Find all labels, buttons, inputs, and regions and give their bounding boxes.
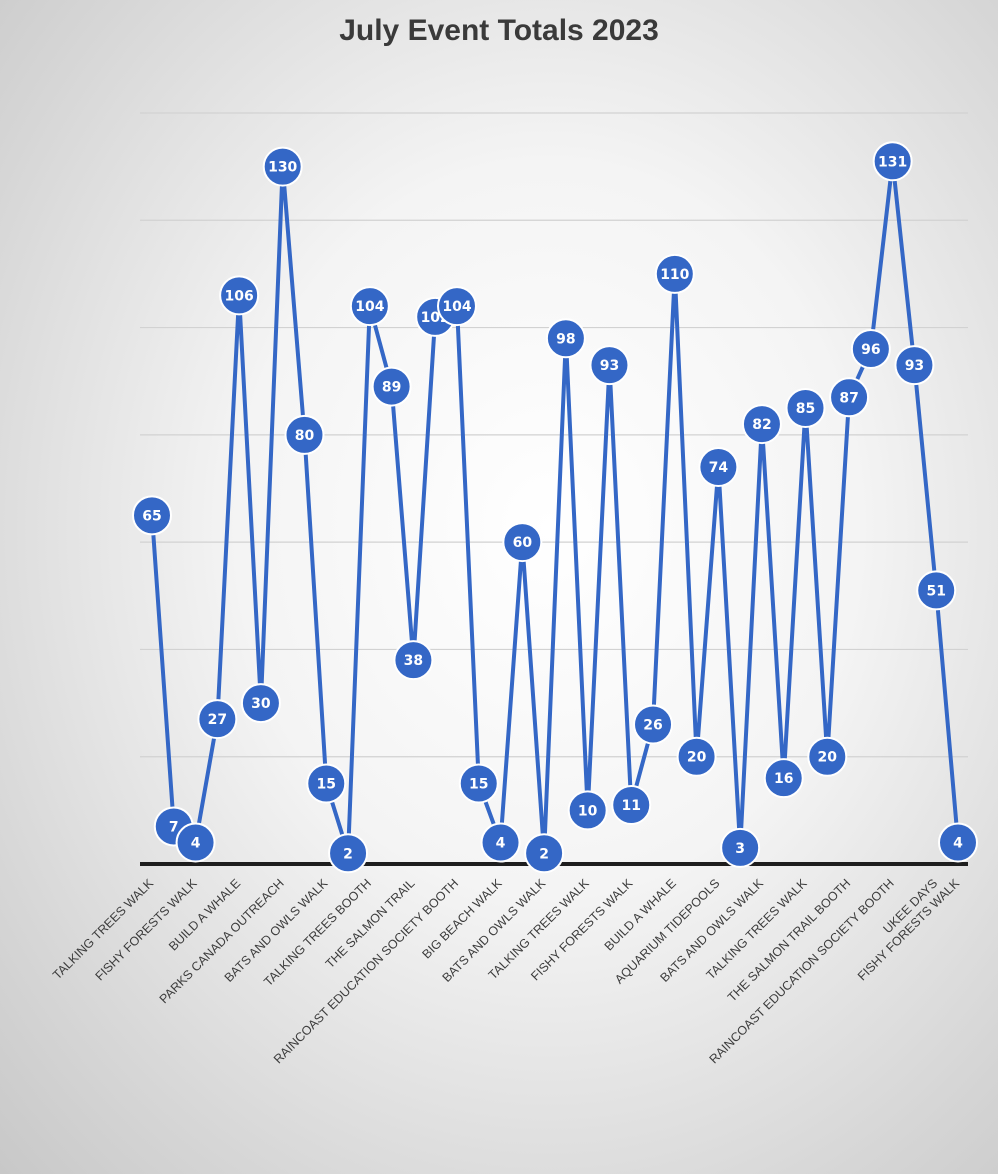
data-label: 2 — [539, 846, 549, 862]
data-label: 11 — [622, 798, 641, 814]
data-point — [785, 388, 826, 429]
data-point — [807, 736, 848, 777]
data-label: 26 — [643, 718, 662, 734]
chart-title: July Event Totals 2023 — [339, 14, 659, 47]
data-label: 20 — [818, 750, 838, 766]
data-point — [545, 318, 586, 359]
data-label: 15 — [317, 777, 336, 793]
data-label: 98 — [556, 331, 575, 347]
data-label: 51 — [926, 583, 945, 599]
data-point — [916, 570, 957, 611]
data-label: 74 — [709, 460, 729, 476]
data-label: 60 — [513, 535, 533, 551]
data-label: 4 — [496, 836, 506, 852]
data-label: 82 — [752, 417, 771, 433]
data-point — [850, 329, 891, 370]
data-label: 106 — [225, 288, 254, 304]
data-markers: 6574271063013080152104893810210415460298… — [132, 141, 978, 874]
data-label: 80 — [295, 428, 315, 444]
data-label: 2 — [343, 846, 353, 862]
data-point — [763, 758, 804, 799]
data-point — [720, 827, 761, 868]
data-point — [240, 683, 281, 724]
data-label: 96 — [861, 342, 880, 358]
data-label: 93 — [905, 358, 924, 374]
data-label: 89 — [382, 380, 401, 396]
data-label: 104 — [442, 299, 471, 315]
data-label: 104 — [355, 299, 384, 315]
data-label: 131 — [878, 154, 907, 170]
data-point — [741, 404, 782, 445]
data-label: 87 — [839, 390, 858, 406]
data-point — [175, 822, 216, 863]
data-point — [633, 704, 674, 745]
data-label: 20 — [687, 750, 707, 766]
data-label: 93 — [600, 358, 619, 374]
data-label: 38 — [404, 653, 423, 669]
data-point — [393, 640, 434, 681]
data-label: 7 — [169, 819, 179, 835]
data-label: 27 — [208, 712, 227, 728]
data-point — [349, 286, 390, 327]
data-point — [458, 763, 499, 804]
data-point — [284, 414, 325, 455]
data-point — [197, 699, 238, 740]
data-point — [589, 345, 630, 386]
data-point — [676, 736, 717, 777]
data-point — [872, 141, 913, 182]
data-label: 10 — [578, 803, 598, 819]
data-label: 85 — [796, 401, 815, 417]
data-point — [480, 822, 521, 863]
data-label: 16 — [774, 771, 793, 787]
data-point — [306, 763, 347, 804]
data-label: 3 — [735, 841, 745, 857]
category-tick-label: BIG BEACH WALK — [419, 876, 505, 962]
data-point — [436, 286, 477, 327]
data-label: 65 — [142, 508, 161, 524]
data-point — [654, 253, 695, 294]
data-point — [262, 146, 303, 187]
data-point — [938, 822, 978, 863]
data-point — [611, 784, 652, 825]
data-point — [567, 790, 608, 831]
series-line — [150, 159, 960, 856]
data-point — [502, 522, 543, 563]
data-label: 4 — [953, 836, 963, 852]
data-point — [219, 275, 260, 316]
data-point — [829, 377, 870, 418]
data-label: 4 — [191, 836, 201, 852]
data-label: 130 — [268, 160, 297, 176]
data-point — [698, 447, 739, 488]
data-label: 110 — [660, 267, 689, 283]
data-point — [371, 366, 412, 407]
data-point — [524, 833, 565, 874]
data-point — [328, 833, 369, 874]
data-label: 15 — [469, 777, 488, 793]
series-path — [150, 159, 960, 856]
data-label: 30 — [251, 696, 271, 712]
data-point — [132, 495, 172, 536]
data-point — [894, 345, 935, 386]
